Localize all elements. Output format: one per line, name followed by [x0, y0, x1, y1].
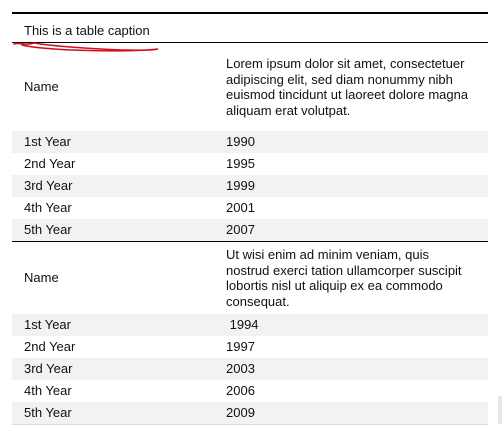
- table-row: 2nd Year 1997: [12, 336, 488, 358]
- name-label: Name: [24, 270, 59, 285]
- table-row: 3rd Year 2003: [12, 358, 488, 380]
- year-value: 2001: [226, 200, 255, 215]
- table-row: 5th Year 2009: [12, 402, 488, 424]
- scrollbar-track[interactable]: [498, 396, 502, 424]
- table-row: 1st Year 1994: [12, 314, 488, 336]
- group-name-row: Name Ut wisi enim ad minim veniam, quis …: [12, 242, 488, 314]
- year-label: 1st Year: [24, 134, 71, 149]
- year-value: 2003: [226, 361, 255, 376]
- group-divider: [12, 241, 488, 242]
- year-value: 1997: [226, 339, 255, 354]
- table-row: 4th Year 2006: [12, 380, 488, 402]
- table-row: 2nd Year 1995: [12, 153, 488, 175]
- year-label: 4th Year: [24, 200, 72, 215]
- year-value: 2009: [226, 405, 255, 420]
- group-description: Ut wisi enim ad minim veniam, quis nostr…: [226, 247, 462, 309]
- year-value: 1994: [226, 317, 259, 332]
- year-label: 5th Year: [24, 405, 72, 420]
- group-divider: [12, 42, 488, 43]
- table-row: 5th Year 2007: [12, 219, 488, 241]
- caption-row: This is a table caption: [12, 14, 488, 52]
- table-bottom-border: [12, 424, 488, 425]
- year-label: 3rd Year: [24, 361, 73, 376]
- year-label: 2nd Year: [24, 339, 76, 354]
- year-value: 1995: [226, 156, 255, 171]
- name-label: Name: [24, 79, 59, 94]
- table-row: 1st Year 1990: [12, 131, 488, 153]
- year-value: 1999: [226, 178, 255, 193]
- year-label: 1st Year: [24, 317, 71, 332]
- year-label: 3rd Year: [24, 178, 73, 193]
- year-label: 2nd Year: [24, 156, 76, 171]
- year-label: 4th Year: [24, 383, 72, 398]
- group-description: Lorem ipsum dolor sit amet, consectetuer…: [226, 56, 469, 118]
- data-table: This is a table caption Name Lorem ipsum…: [12, 12, 488, 425]
- year-label: 5th Year: [24, 222, 72, 237]
- table-row: 4th Year 2001: [12, 197, 488, 219]
- year-value: 2007: [226, 222, 255, 237]
- table-row: 3rd Year 1999: [12, 175, 488, 197]
- year-value: 2006: [226, 383, 255, 398]
- year-value: 1990: [226, 134, 255, 149]
- group-name-row: Name Lorem ipsum dolor sit amet, consect…: [12, 43, 488, 131]
- table-caption: This is a table caption: [24, 23, 150, 38]
- table-top-border: [12, 12, 488, 14]
